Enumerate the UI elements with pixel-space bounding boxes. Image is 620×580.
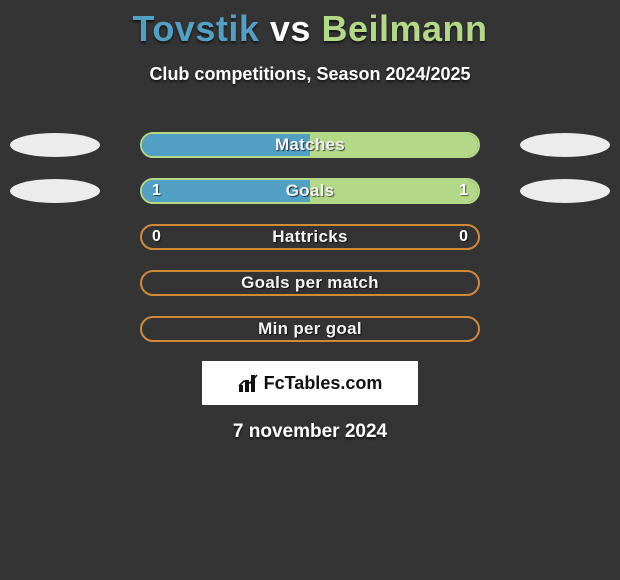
stat-label: Hattricks (272, 227, 347, 247)
stat-label: Goals per match (241, 273, 379, 293)
date-label: 7 november 2024 (0, 421, 620, 443)
stat-bar: Min per goal (140, 316, 480, 342)
stat-row: 1 1 Goals (0, 177, 620, 205)
stat-row: 0 0 Hattricks (0, 223, 620, 251)
page-title: Tovstik vs Beilmann (0, 0, 620, 50)
vs-label: vs (270, 8, 311, 49)
stat-label: Matches (275, 135, 345, 155)
stat-bar: 0 0 Hattricks (140, 224, 480, 250)
right-ellipse (520, 179, 610, 203)
player2-name: Beilmann (321, 8, 487, 49)
stat-value-left: 0 (152, 228, 161, 246)
stat-label: Min per goal (258, 319, 362, 339)
bar-fill-right (310, 180, 478, 202)
stat-bar: Goals per match (140, 270, 480, 296)
subtitle: Club competitions, Season 2024/2025 (0, 64, 620, 85)
stat-value-right: 1 (459, 182, 468, 200)
logo-text: FcTables.com (264, 373, 383, 394)
bars-icon (238, 373, 260, 393)
logo-box: FcTables.com (202, 361, 418, 405)
stat-row: Goals per match (0, 269, 620, 297)
stat-bar: 1 1 Goals (140, 178, 480, 204)
stat-row: Matches (0, 131, 620, 159)
stats-container: Matches 1 1 Goals 0 0 Hattricks Goals per match… (0, 131, 620, 343)
stat-label: Goals (286, 181, 335, 201)
stat-row: Min per goal (0, 315, 620, 343)
stat-bar: Matches (140, 132, 480, 158)
left-ellipse (10, 179, 100, 203)
stat-value-left: 1 (152, 182, 161, 200)
player1-name: Tovstik (133, 8, 260, 49)
left-ellipse (10, 133, 100, 157)
right-ellipse (520, 133, 610, 157)
stat-value-right: 0 (459, 228, 468, 246)
